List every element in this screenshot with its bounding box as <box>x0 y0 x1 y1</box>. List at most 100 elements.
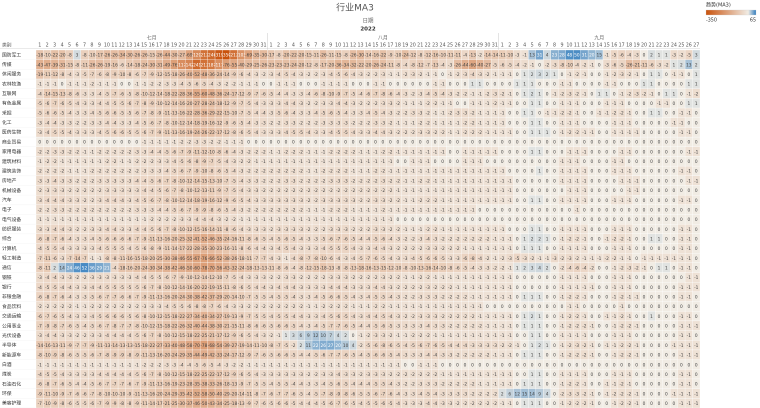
cell-value: 0 <box>665 236 668 242</box>
cell-value: -1 <box>687 285 692 291</box>
cell-value: -2 <box>314 72 319 78</box>
cell-value: -4 <box>232 169 237 175</box>
cell-value: 0 <box>635 227 638 233</box>
cell-value: 0 <box>665 169 668 175</box>
cell-value: 1 <box>598 91 601 97</box>
cell-value: -3 <box>381 227 386 233</box>
cell-value: -1 <box>105 217 110 223</box>
cell-value: -10 <box>320 256 327 262</box>
cell-value: -3 <box>291 120 296 126</box>
cell-value: -2 <box>627 72 632 78</box>
cell-value: 0 <box>605 188 608 194</box>
cell-value: -1 <box>463 149 468 155</box>
cell-value: -1 <box>411 304 416 310</box>
cell-value: -1 <box>396 304 401 310</box>
cell-value: -4 <box>261 246 266 252</box>
cell-value: -2 <box>440 295 445 301</box>
cell-value: -4 <box>239 227 244 233</box>
cell-value: -6 <box>217 304 222 310</box>
cell-value: -5 <box>232 275 237 281</box>
cell-value: -1 <box>135 82 140 88</box>
cell-value: -25 <box>156 256 163 262</box>
cell-value: 0 <box>658 140 661 146</box>
cell-value: -14 <box>185 198 192 204</box>
cell-value: -2 <box>612 111 617 117</box>
cell-value: 0 <box>658 159 661 165</box>
day-label: 1 <box>501 43 504 49</box>
cell-value: 2 <box>695 62 698 68</box>
cell-value: 0 <box>546 217 549 223</box>
cell-value: -1 <box>127 159 132 165</box>
day-label: 7 <box>314 43 317 49</box>
cell-value: -6 <box>38 236 43 242</box>
cell-value: -14 <box>44 91 51 97</box>
cell-value: -2 <box>620 295 625 301</box>
cell-value: 2 <box>523 266 526 272</box>
cell-value: -2 <box>157 217 162 223</box>
cell-value: -2 <box>560 111 565 117</box>
cell-value: -11 <box>312 53 319 59</box>
cell-value: -5 <box>224 207 229 213</box>
cell-value: -20 <box>297 62 304 68</box>
cell-value: -52 <box>215 256 222 262</box>
cell-value: -3 <box>523 256 528 262</box>
cell-value: -1 <box>433 72 438 78</box>
cell-value: 0 <box>46 140 49 146</box>
cell-value: -24 <box>178 295 185 301</box>
cell-value: 0 <box>643 188 646 194</box>
cell-value: -1 <box>388 207 393 213</box>
cell-value: -6 <box>135 72 140 78</box>
cell-value: 0 <box>419 217 422 223</box>
cell-value: -4 <box>142 227 147 233</box>
cell-value: -76 <box>171 62 178 68</box>
cell-value: 0 <box>456 140 459 146</box>
cell-value: 0 <box>658 188 661 194</box>
cell-value: -5 <box>336 246 341 252</box>
cell-value: -1 <box>411 207 416 213</box>
cell-value: 0 <box>598 304 601 310</box>
cell-value: -18 <box>245 266 252 272</box>
cell-value: -3 <box>246 188 251 194</box>
cell-value: 0 <box>635 256 638 262</box>
cell-value: -8 <box>381 91 386 97</box>
cell-value: 0 <box>680 178 683 184</box>
cell-value: 0 <box>665 275 668 281</box>
cell-value: 0 <box>516 304 519 310</box>
cell-value: 0 <box>531 188 534 194</box>
cell-value: 1 <box>665 91 668 97</box>
cell-value: 1 <box>531 120 534 126</box>
cell-value: 0 <box>538 159 541 165</box>
cell-value: -2 <box>53 159 58 165</box>
cell-value: -1 <box>246 82 251 88</box>
cell-value: -19 <box>36 72 43 78</box>
cell-value: 0 <box>658 227 661 233</box>
cell-value: -2 <box>306 275 311 281</box>
cell-value: -2 <box>90 188 95 194</box>
cell-value: 0 <box>247 140 250 146</box>
cell-value: -5 <box>373 111 378 117</box>
cell-value: -1 <box>455 198 460 204</box>
cell-value: -2 <box>276 207 281 213</box>
cell-value: -4 <box>284 91 289 97</box>
cell-value: 0 <box>553 198 556 204</box>
cell-value: -1 <box>455 130 460 136</box>
cell-value: -5 <box>239 198 244 204</box>
cell-value: -8 <box>60 72 65 78</box>
cell-value: -32 <box>185 236 192 242</box>
cell-value: -2 <box>90 207 95 213</box>
cell-value: -3 <box>127 275 132 281</box>
cell-value: -5 <box>687 53 692 59</box>
cell-value: -5 <box>127 314 132 320</box>
cell-value: -13 <box>327 266 334 272</box>
cell-value: -3 <box>135 188 140 194</box>
cell-value: 0 <box>508 120 511 126</box>
cell-value: -7 <box>157 198 162 204</box>
cell-value: -2 <box>455 91 460 97</box>
cell-value: -6 <box>135 314 140 320</box>
cell-value: -2 <box>403 285 408 291</box>
day-label: 25 <box>678 43 684 49</box>
cell-value: -6 <box>97 72 102 78</box>
cell-value: -5 <box>336 130 341 136</box>
cell-value: -7 <box>224 178 229 184</box>
cell-value: -10 <box>178 178 185 184</box>
